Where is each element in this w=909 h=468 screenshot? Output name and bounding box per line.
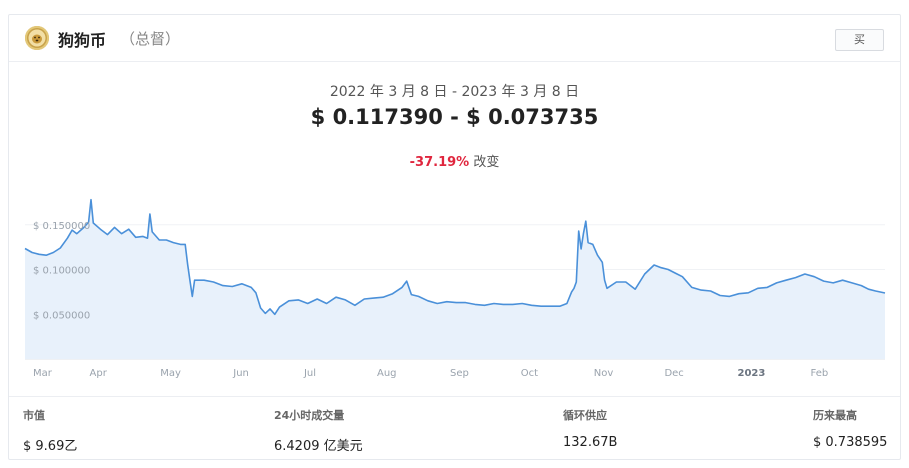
card-header: 狗狗币 （总督） 买 [9,15,900,62]
price-line [24,198,886,316]
y-tick-label: $ 0.100000 [33,266,90,277]
stat-volume-24h: 24小时成交量 6.4209 亿美元 [274,407,363,454]
stat-label: 市值 [23,409,45,422]
x-tick-label: 2023 [737,368,765,379]
x-tick-label: May [160,368,181,379]
stat-label: 24小时成交量 [274,409,345,422]
stat-all-time-high: 历来最高 $ 0.738595 [813,407,887,450]
change-line: -37.19% 改变 [9,151,900,170]
stat-value: 6.4209 亿美元 [274,439,363,454]
y-tick-label: $ 0.050000 [33,310,90,321]
stat-label: 历来最高 [813,409,857,422]
price-chart[interactable]: $ 0.150000 $ 0.100000 $ 0.050000 Mar Apr May… [9,15,902,396]
x-tick-label: Jul [303,368,316,379]
buy-button[interactable]: 买 [835,29,884,51]
x-tick-label: Apr [90,368,108,379]
price-area [25,199,885,359]
stat-value: $ 9.69乙 [23,439,78,454]
stat-label: 循环供应 [563,409,607,422]
coin-card: 狗狗币 （总督） 买 2022 年 3 月 8 日 - 2023 年 3 月 8… [8,14,901,460]
x-tick-label: Oct [521,368,538,379]
y-tick-label: $ 0.150000 [33,221,90,232]
date-range: 2022 年 3 月 8 日 - 2023 年 3 月 8 日 [329,84,580,100]
stats-bar: 市值 $ 9.69乙 24小时成交量 6.4209 亿美元 循环供应 132.6… [9,396,900,462]
stat-value: $ 0.738595 [813,435,888,450]
coin-subtitle: （总督） [120,30,181,48]
x-tick-label: Sep [450,368,469,379]
x-tick-label: Aug [377,368,397,379]
change-percent: -37.19% [409,155,470,170]
x-tick-label: Feb [811,368,829,379]
x-tick-label: Jun [232,368,249,379]
stat-circulating-supply: 循环供应 132.67B [563,407,617,450]
stat-value: 132.67B [563,435,618,450]
stat-market-cap: 市值 $ 9.69乙 [23,407,77,454]
dogecoin-logo-icon [25,26,49,50]
x-tick-label: Nov [594,368,614,379]
x-tick-label: Mar [33,368,53,379]
x-tick-label: Dec [664,368,683,379]
change-label: 改变 [473,155,500,170]
coin-name: 狗狗币 [58,31,107,50]
price-range: $ 0.117390 - $ 0.073735 [310,105,599,129]
